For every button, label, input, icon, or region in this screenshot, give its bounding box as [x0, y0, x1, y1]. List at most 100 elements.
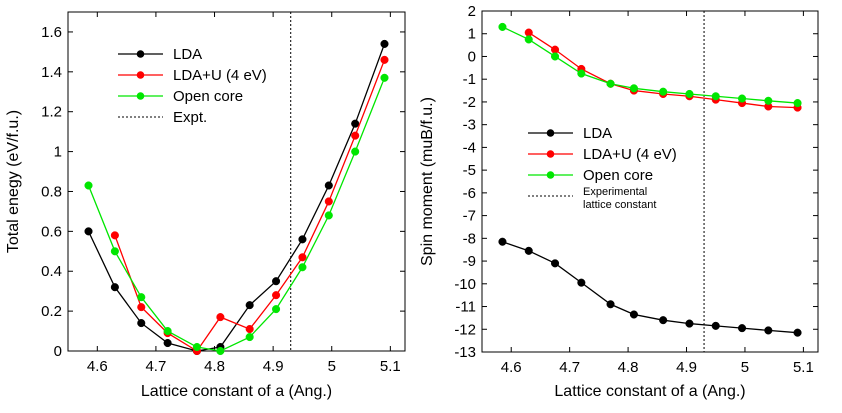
y-axis-label: Total enegy (eV/f.u.) [5, 110, 22, 253]
data-point [298, 263, 307, 272]
legend-marker [136, 92, 145, 100]
y-tick-label: 0.4 [41, 263, 62, 280]
legend-label: LDA+U (4 eV) [173, 67, 267, 84]
x-tick-label: 4.9 [263, 358, 284, 375]
y-tick-label: -6 [463, 185, 476, 202]
data-point [685, 319, 694, 328]
data-point [550, 45, 560, 54]
data-point [351, 147, 360, 156]
y-tick-label: -3 [463, 117, 476, 134]
x-tick-label: 4.8 [618, 359, 639, 376]
data-point [298, 235, 307, 244]
data-point [110, 247, 119, 256]
y-tick-label: -9 [463, 253, 476, 270]
y-axis-label: Spin moment (muB/f.u.) [419, 97, 436, 266]
series-open-core [84, 73, 389, 356]
legend-marker [136, 50, 145, 58]
x-tick-label: 5.1 [793, 359, 814, 376]
data-point [137, 293, 146, 302]
legend-entry: Open core [118, 88, 243, 105]
legend-label: Expt. [173, 109, 207, 126]
data-point [380, 39, 389, 48]
data-point [498, 237, 507, 246]
plot-frame [481, 10, 819, 353]
y-tick-label: 1.4 [41, 64, 62, 81]
data-point [685, 89, 694, 99]
data-point [577, 69, 586, 78]
x-tick-label: 5.1 [380, 358, 401, 375]
x-tick-label: 4.6 [87, 358, 108, 375]
data-point [163, 327, 172, 336]
data-point [84, 227, 93, 236]
y-tick-label: 0 [54, 343, 62, 360]
y-tick-label: 1.6 [41, 24, 62, 41]
y-tick-label: -2 [463, 94, 476, 111]
data-point [245, 301, 254, 310]
data-point [84, 181, 93, 190]
x-tick-label: 4.9 [676, 359, 697, 376]
y-tick-label: 0.2 [41, 303, 62, 320]
data-point [550, 52, 560, 61]
data-point [737, 324, 747, 333]
data-point [245, 325, 254, 334]
data-point [711, 321, 720, 330]
legend-label: LDA+U (4 eV) [583, 146, 677, 163]
data-point [110, 231, 119, 240]
x-tick-label: 4.7 [559, 359, 580, 376]
data-point [272, 305, 281, 314]
y-tick-label: 0.8 [41, 183, 62, 200]
y-tick-label: -4 [463, 139, 476, 156]
legend-entry: LDA [528, 125, 612, 142]
legend-label: LDA [583, 125, 612, 142]
data-point [351, 131, 360, 140]
series-line [502, 241, 798, 334]
legend-entry: Open core [528, 167, 653, 184]
y-tick-label: -7 [463, 208, 476, 225]
legend-label: Experimental [583, 186, 647, 198]
data-point [793, 328, 802, 337]
series-lda [498, 237, 802, 337]
legend-label: LDA [173, 46, 202, 63]
data-point [324, 197, 333, 206]
series-line [87, 43, 386, 352]
y-tick-label: -13 [454, 344, 476, 361]
data-point [711, 92, 720, 101]
x-tick-label: 5 [328, 358, 336, 375]
x-axis-label: Lattice constant of a (Ang.) [554, 383, 745, 400]
legend: LDA LDA+U (4 eV) Open core Experimentallatt… [528, 125, 677, 211]
data-point [245, 332, 254, 342]
data-point [793, 99, 802, 108]
data-point [659, 87, 668, 96]
data-point [764, 326, 773, 335]
legend-entry: LDA+U (4 eV) [528, 146, 677, 163]
x-tick-label: 5 [741, 359, 749, 376]
data-point [110, 283, 119, 292]
y-tick-label: -8 [463, 230, 476, 247]
data-point [272, 291, 281, 300]
x-tick-label: 4.8 [204, 358, 225, 375]
data-point [324, 211, 333, 220]
series-line [87, 77, 386, 352]
data-point [192, 342, 201, 352]
y-tick-label: 1 [54, 144, 62, 161]
data-point [629, 84, 638, 93]
data-point [380, 55, 389, 64]
data-point [764, 96, 773, 105]
legend-marker [546, 129, 555, 137]
legend-label: lattice constant [583, 199, 656, 211]
y-tick-label: 1 [468, 26, 476, 43]
y-tick-label: -1 [463, 71, 476, 88]
data-point [272, 277, 281, 286]
data-point [137, 319, 146, 328]
series-open-core [498, 22, 802, 108]
data-point [298, 253, 307, 262]
y-tick-label: 0.6 [41, 223, 62, 240]
legend-marker [546, 171, 555, 179]
legend: LDA LDA+U (4 eV) Open core Expt. [118, 46, 267, 126]
legend-label: Open core [173, 88, 243, 105]
y-tick-label: 1.2 [41, 104, 62, 121]
series-lda-u-4-ev [110, 55, 389, 356]
data-point [606, 79, 615, 88]
